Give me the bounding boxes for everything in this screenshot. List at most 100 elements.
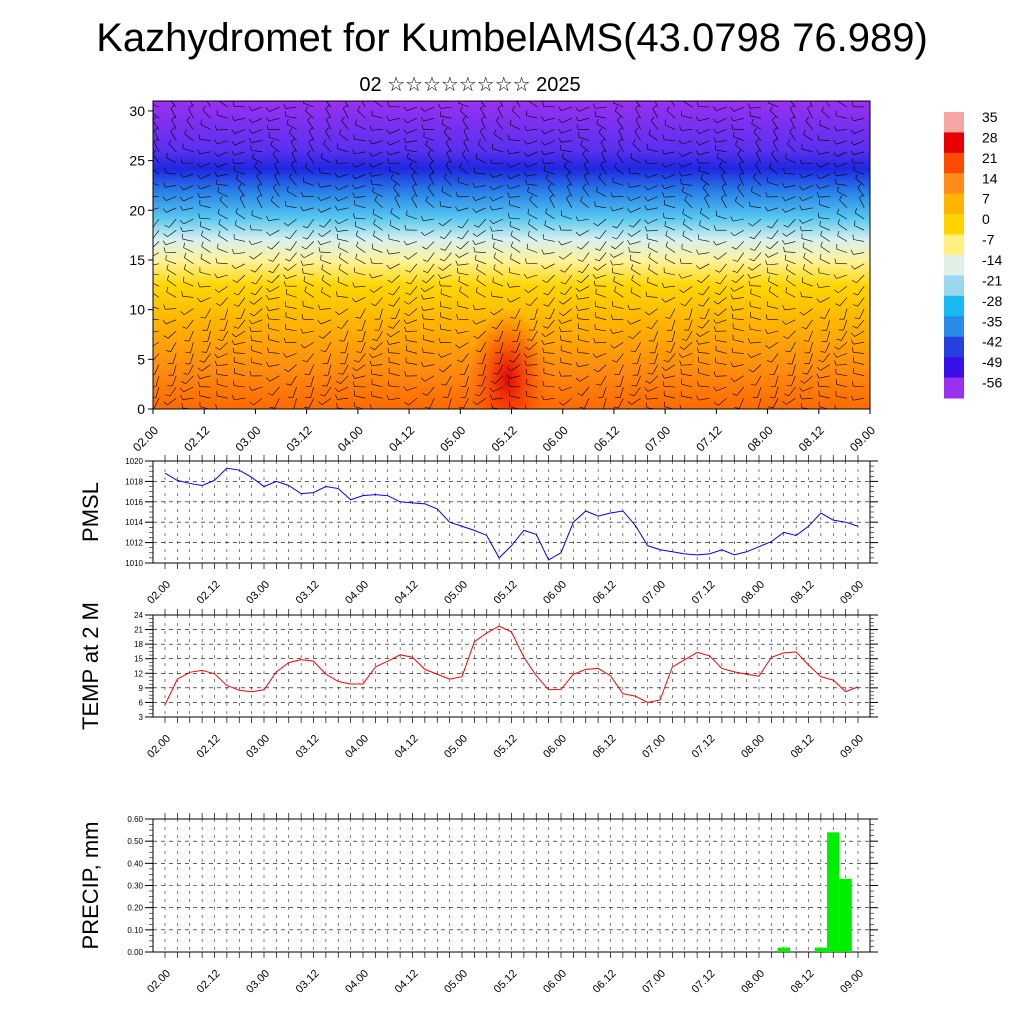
wind-barb <box>718 397 727 406</box>
wind-barb <box>457 272 469 276</box>
wind-barb <box>268 117 280 122</box>
wind-barb <box>526 183 538 186</box>
wind-barb <box>698 117 710 122</box>
wind-barb <box>671 330 676 342</box>
wind-barb-flag <box>472 320 476 325</box>
wind-barb <box>582 252 590 262</box>
wind-barb <box>354 285 366 288</box>
wind-barb-flag <box>737 183 741 188</box>
wind-barb <box>665 258 676 265</box>
wind-barb <box>372 248 383 253</box>
wind-barb <box>153 282 160 287</box>
colorbar-label: -49 <box>982 354 1002 370</box>
wind-barb-flag <box>463 127 468 131</box>
precip-bar <box>814 947 828 952</box>
wind-barb <box>291 152 297 164</box>
wind-barb-flag <box>197 149 201 155</box>
wind-barb <box>767 263 779 266</box>
wind-barb <box>514 308 521 319</box>
wind-barb-flag <box>422 270 428 273</box>
wind-barb-flag <box>715 282 721 285</box>
wind-barb-flag <box>833 171 837 177</box>
y-tick-label: 1010 <box>125 559 143 568</box>
wind-barb-flag <box>324 95 327 99</box>
wind-barb-flag <box>803 340 809 342</box>
wind-barb-flag <box>644 185 649 191</box>
wind-barb <box>737 153 745 164</box>
wind-barb-flag <box>288 128 293 133</box>
wind-barb <box>379 308 383 320</box>
wind-barb <box>526 262 538 265</box>
wind-barb-flag <box>492 277 494 283</box>
wind-barb-flag <box>661 367 666 371</box>
wind-barb-flag <box>249 255 254 260</box>
wind-barb-flag <box>352 149 355 155</box>
wind-barb-flag <box>592 274 597 279</box>
wind-barb <box>702 187 710 197</box>
wind-barb <box>423 297 435 300</box>
wind-barb <box>853 341 865 345</box>
wind-barb-flag <box>730 362 734 368</box>
wind-barb <box>443 177 452 186</box>
wind-barb-flag <box>301 246 307 250</box>
x-tick-label: 09.00 <box>847 423 878 454</box>
wind-barb <box>562 157 572 164</box>
wind-barb <box>631 268 641 276</box>
wind-barb <box>412 186 418 197</box>
wind-barb-flag <box>714 225 716 231</box>
temp-line <box>164 625 859 706</box>
wind-barb <box>647 196 658 202</box>
wind-barb-flag <box>248 106 253 111</box>
wind-barb-flag <box>153 138 159 143</box>
wind-barb-flag <box>250 145 252 151</box>
wind-barb <box>293 409 297 419</box>
wind-barb <box>423 218 435 222</box>
wind-barb-flag <box>732 259 738 262</box>
wind-barb-flag <box>750 383 756 386</box>
wind-barb-flag <box>730 294 734 300</box>
wind-barb-flag <box>713 256 719 260</box>
wind-barb <box>200 124 211 130</box>
wind-barb <box>235 409 245 414</box>
wind-barb-flag <box>702 183 707 188</box>
wind-barb <box>217 115 228 119</box>
wind-barb <box>616 409 624 417</box>
wind-barb-flag <box>188 104 193 109</box>
colorbar-swatch <box>944 173 964 195</box>
wind-barb-flag <box>508 134 510 140</box>
wind-barb <box>578 308 590 311</box>
wind-barb-flag <box>669 94 672 98</box>
wind-barb-flag <box>596 118 599 124</box>
wind-barb <box>526 173 538 177</box>
x-tick-label: 07.00 <box>640 579 668 607</box>
y-tick-label: 24 <box>134 611 143 620</box>
wind-barb <box>218 101 228 108</box>
wind-barb-flag <box>661 298 666 303</box>
wind-barb <box>595 106 607 109</box>
wind-barb <box>304 290 314 298</box>
colorbar-swatch <box>944 316 964 338</box>
colorbar-swatch <box>944 214 964 236</box>
wind-barb-flag <box>628 224 634 228</box>
wind-barb-flag <box>267 392 273 396</box>
wind-barb-flag <box>339 340 345 342</box>
wind-barb-flag <box>580 196 583 201</box>
wind-barb-flag <box>490 291 493 297</box>
wind-barb-flag <box>231 340 235 345</box>
wind-barb-flag <box>479 127 484 132</box>
wind-barb-flag <box>489 394 493 400</box>
wind-barb <box>165 259 177 265</box>
wind-barb-flag <box>566 172 571 177</box>
wind-barb-flag <box>489 387 494 392</box>
wind-barb-flag <box>524 171 527 177</box>
wind-barb-flag <box>738 160 743 165</box>
wind-barb <box>388 238 400 242</box>
wind-barb <box>805 120 813 130</box>
wind-barb-flag <box>837 230 840 236</box>
wind-barb-flag <box>850 395 854 401</box>
wind-barb-flag <box>680 178 682 185</box>
wind-barb-flag <box>786 385 792 387</box>
wind-barb <box>630 259 641 265</box>
wind-barb-flag <box>583 172 589 176</box>
wind-barb-flag <box>816 149 820 155</box>
